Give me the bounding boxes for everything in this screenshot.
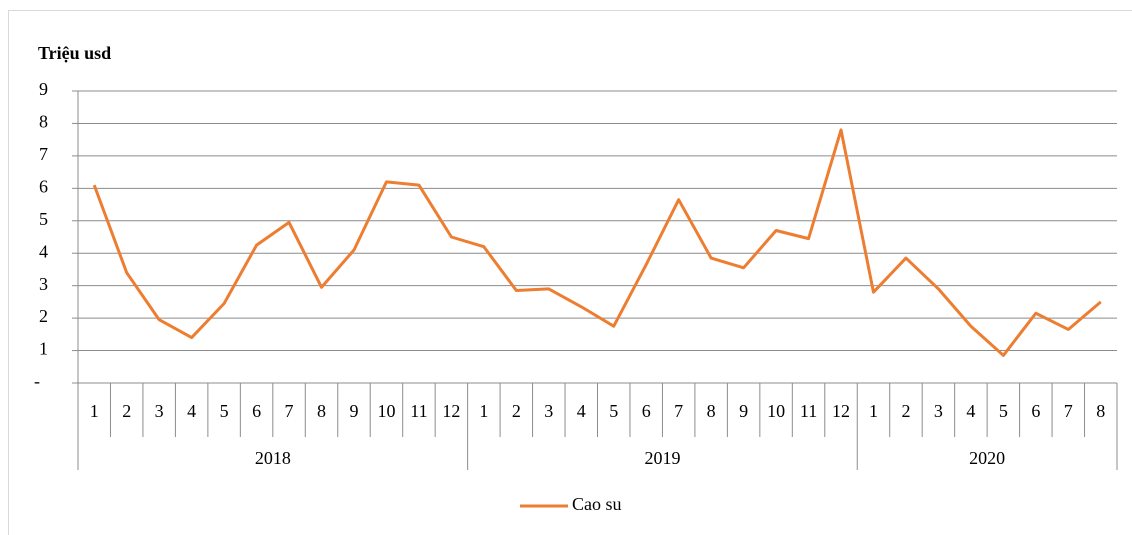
y-tick-label: 4 <box>39 241 48 261</box>
y-tick-label: 3 <box>39 274 48 294</box>
line-series <box>92 128 1102 357</box>
x-tick-label: 12 <box>442 401 460 421</box>
x-tick-label: 2 <box>122 401 131 421</box>
group-label: 2019 <box>644 448 680 468</box>
x-tick-label: 1 <box>90 401 99 421</box>
x-tick-label: 3 <box>934 401 943 421</box>
x-tick-label: 4 <box>187 401 196 421</box>
y-axis-label: Triệu usd <box>38 43 111 63</box>
y-tick-label: 2 <box>39 306 48 326</box>
x-tick-label: 7 <box>285 401 294 421</box>
x-tick-label: 4 <box>966 401 975 421</box>
x-tick-label: 1 <box>869 401 878 421</box>
y-tick-label: 6 <box>39 176 48 196</box>
y-tick-label: 8 <box>39 112 48 132</box>
x-tick-label: 7 <box>1064 401 1073 421</box>
x-tick-label: 2 <box>901 401 910 421</box>
x-tick-label: 11 <box>410 401 427 421</box>
x-tick-label: 3 <box>544 401 553 421</box>
x-tick-label: 10 <box>767 401 785 421</box>
group-label: 2018 <box>255 448 291 468</box>
x-tick-label: 11 <box>800 401 817 421</box>
x-tick-label: 2 <box>512 401 521 421</box>
x-tick-label: 5 <box>220 401 229 421</box>
chart-frame <box>8 10 1132 535</box>
x-tick-label: 5 <box>609 401 618 421</box>
x-tick-label: 3 <box>155 401 164 421</box>
x-tick-label: 6 <box>252 401 261 421</box>
x-tick-label: 9 <box>739 401 748 421</box>
y-tick-label: - <box>34 371 40 391</box>
x-tick-label: 5 <box>999 401 1008 421</box>
group-label: 2020 <box>969 448 1005 468</box>
x-tick-label: 7 <box>674 401 683 421</box>
x-tick-label: 9 <box>349 401 358 421</box>
x-tick-label: 6 <box>642 401 651 421</box>
y-tick-label: 1 <box>39 339 48 359</box>
x-tick-label: 12 <box>832 401 850 421</box>
y-tick-label: 5 <box>39 209 48 229</box>
x-tick-label: 1 <box>479 401 488 421</box>
x-tick-label: 8 <box>707 401 716 421</box>
y-tick-label: 7 <box>39 144 48 164</box>
x-tick-label: 6 <box>1031 401 1040 421</box>
x-tick-label: 10 <box>377 401 395 421</box>
x-tick-label: 8 <box>1096 401 1105 421</box>
x-tick-label: 8 <box>317 401 326 421</box>
y-tick-label: 9 <box>39 79 48 99</box>
legend-label: Cao su <box>572 494 622 514</box>
x-tick-label: 4 <box>577 401 586 421</box>
